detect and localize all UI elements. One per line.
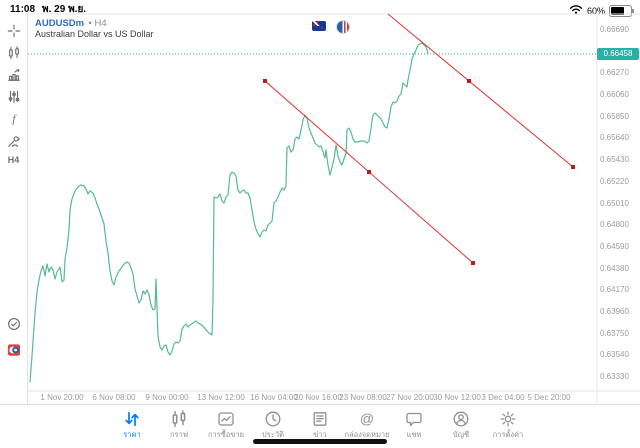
time-axis-label: 23 Nov 08:00 xyxy=(339,393,387,402)
accounts-icon xyxy=(452,410,470,428)
trendline-handle[interactable] xyxy=(571,165,575,169)
clock-time: 11:08 xyxy=(10,4,36,15)
status-bar: 11:08 พ. 29 พ.ย. 60% xyxy=(0,0,640,17)
mailbox-icon: @ xyxy=(358,410,376,428)
nav-item-label: แชท xyxy=(406,430,422,439)
timeframe-label: H4 xyxy=(94,18,107,29)
object-settings-icon[interactable] xyxy=(6,89,22,105)
time-axis-label: 1 Nov 20:00 xyxy=(40,393,84,402)
chat-icon xyxy=(405,410,423,428)
nav-item-settings[interactable]: การตั้งค่า xyxy=(485,405,532,448)
usa-flag-icon[interactable] xyxy=(336,20,350,34)
history-icon xyxy=(264,410,282,428)
trendline-handle[interactable] xyxy=(367,170,371,174)
price-axis-label: 0.65220 xyxy=(600,177,629,186)
status-date: พ. 29 พ.ย. xyxy=(42,4,87,15)
current-price-tag: 0.66458 xyxy=(597,48,639,60)
functions-icon[interactable]: f xyxy=(6,111,22,127)
price-axis-label: 0.65850 xyxy=(600,112,629,121)
time-axis-label: 9 Nov 00:00 xyxy=(145,393,189,402)
objects-icon[interactable] xyxy=(6,133,22,149)
price-axis-label: 0.66690 xyxy=(600,25,629,34)
battery-percent: 60% xyxy=(586,6,605,16)
svg-text:@: @ xyxy=(360,411,374,427)
indicators-icon[interactable] xyxy=(6,67,22,83)
time-axis-label: 16 Nov 04:00 xyxy=(250,393,298,402)
australia-flag-icon[interactable] xyxy=(312,21,326,31)
charts-icon xyxy=(170,410,188,428)
time-axis-label: 13 Nov 12:00 xyxy=(197,393,245,402)
connection-status-icon[interactable] xyxy=(6,316,22,332)
price-axis-label: 0.63330 xyxy=(600,372,629,381)
price-axis-label: 0.63960 xyxy=(600,307,629,316)
time-axis-label: 27 Nov 20:00 xyxy=(386,393,434,402)
nav-item-label: ประวัติ xyxy=(262,430,284,439)
price-axis-label: 0.63540 xyxy=(600,350,629,359)
nav-item-news[interactable]: ข่าว xyxy=(297,405,344,448)
price-axis-label: 0.64380 xyxy=(600,264,629,273)
trendline-handle[interactable] xyxy=(471,261,475,265)
wifi-icon xyxy=(569,2,583,20)
time-axis-label: 30 Nov 12:00 xyxy=(433,393,481,402)
nav-item-accounts[interactable]: บัญชี xyxy=(438,405,485,448)
price-axis-label: 0.64800 xyxy=(600,220,629,229)
price-axis-label: 0.65640 xyxy=(600,133,629,142)
price-axis-label: 0.66060 xyxy=(600,90,629,99)
nav-item-mailbox[interactable]: @ กล่องจดหมาย xyxy=(344,405,391,448)
nav-item-chat[interactable]: แชท xyxy=(391,405,438,448)
nav-item-label: การซื้อขาย xyxy=(207,430,245,439)
nav-item-label: กล่องจดหมาย xyxy=(344,430,390,439)
time-axis[interactable]: 1 Nov 20:00 6 Nov 08:00 9 Nov 00:00 13 Nov … xyxy=(0,392,640,404)
chart-header: AUDUSDm • H4 Australian Dollar vs US Dol… xyxy=(35,18,154,39)
svg-text:f: f xyxy=(12,114,17,126)
price-axis-label: 0.63750 xyxy=(600,329,629,338)
settings-icon xyxy=(499,410,517,428)
symbol-description: Australian Dollar vs US Dollar xyxy=(35,29,154,39)
bottom-nav-bar: ราคา กราฟ การซื้อขาย ประวัติ ข่าว @ กล่องจดหมา… xyxy=(0,404,640,448)
trade-icon xyxy=(217,410,235,428)
price-axis-label: 0.64590 xyxy=(600,242,629,251)
metaquotes-logo-icon[interactable] xyxy=(6,342,22,358)
nav-item-trade[interactable]: การซื้อขาย xyxy=(203,405,250,448)
chart-toolbar: f H4 xyxy=(0,14,28,404)
nav-item-history[interactable]: ประวัติ xyxy=(250,405,297,448)
time-axis-label: 20 Nov 16:00 xyxy=(294,393,342,402)
home-indicator[interactable] xyxy=(253,439,387,444)
chart-type-icon[interactable] xyxy=(6,45,22,61)
price-line-series xyxy=(29,42,429,383)
nav-item-charts[interactable]: กราฟ xyxy=(156,405,203,448)
price-axis-label: 0.65430 xyxy=(600,155,629,164)
nav-item-label: บัญชี xyxy=(452,430,470,439)
nav-item-label: ราคา xyxy=(123,430,141,439)
price-axis-label: 0.64170 xyxy=(600,285,629,294)
timeframe-button[interactable]: H4 xyxy=(7,155,20,165)
price-axis-label: 0.66270 xyxy=(600,68,629,77)
trendline-handle[interactable] xyxy=(467,79,471,83)
time-axis-label: 6 Nov 08:00 xyxy=(92,393,136,402)
nav-item-label: ข่าว xyxy=(313,430,327,439)
time-axis-label: 3 Dec 04:00 xyxy=(481,393,525,402)
crosshair-icon[interactable] xyxy=(6,23,22,39)
news-icon xyxy=(311,410,329,428)
nav-item-label: กราฟ xyxy=(169,430,189,439)
battery-icon xyxy=(609,5,634,17)
symbol-label[interactable]: AUDUSDm xyxy=(35,18,85,29)
trendline-2[interactable] xyxy=(387,13,574,168)
trendline-handle[interactable] xyxy=(263,79,267,83)
nav-item-quotes[interactable]: ราคา xyxy=(109,405,156,448)
time-axis-label: 5 Dec 20:00 xyxy=(527,393,571,402)
nav-item-label: การตั้งค่า xyxy=(492,430,524,439)
price-axis-label: 0.65010 xyxy=(600,199,629,208)
quotes-icon xyxy=(123,410,141,428)
